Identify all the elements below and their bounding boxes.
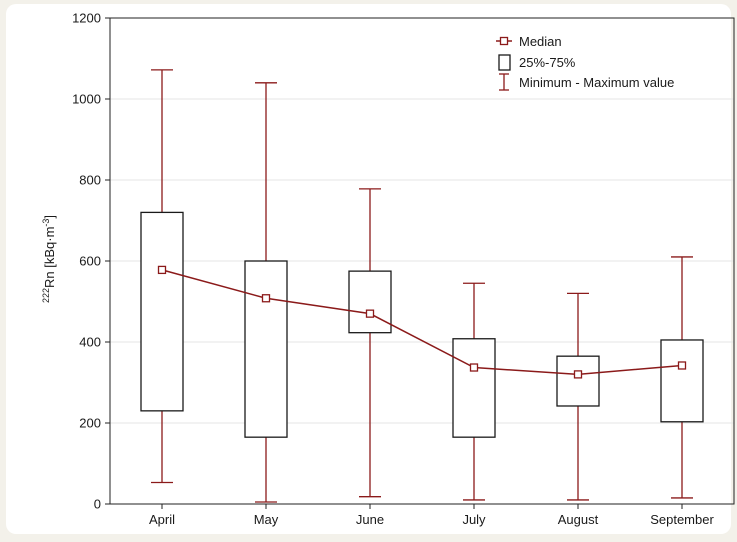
x-tick-label: September bbox=[650, 512, 714, 527]
x-tick-label: June bbox=[356, 512, 384, 527]
x-tick-label: April bbox=[149, 512, 175, 527]
x-axis: April May June July August September bbox=[149, 504, 714, 527]
y-axis: 0 200 400 600 800 1000 1200 bbox=[72, 11, 110, 512]
y-tick-label: 0 bbox=[94, 497, 101, 512]
median-marker bbox=[677, 361, 687, 370]
y-tick-label: 600 bbox=[79, 254, 101, 269]
iqr-box bbox=[348, 270, 392, 334]
median-marker bbox=[261, 294, 271, 303]
legend-median-label: Median bbox=[519, 34, 562, 49]
x-tick-label: August bbox=[558, 512, 599, 527]
median-marker bbox=[157, 265, 167, 275]
x-tick-label: July bbox=[462, 512, 486, 527]
y-tick-label: 1200 bbox=[72, 11, 101, 26]
y-axis-label: 222Rn [kBq·m-3] bbox=[41, 215, 57, 303]
iqr-box bbox=[452, 338, 496, 438]
legend-box: 25%-75% bbox=[498, 54, 576, 71]
legend: Median 25%-75% Minimum - Maximum value bbox=[496, 34, 674, 91]
iqr-box bbox=[140, 211, 184, 412]
y-tick-label: 1000 bbox=[72, 92, 101, 107]
iqr-box bbox=[556, 355, 600, 407]
chart-card: 0 200 400 600 800 1000 1200 April May June July Au… bbox=[6, 4, 735, 534]
median-marker bbox=[469, 363, 479, 372]
whiskers bbox=[151, 69, 693, 503]
gridlines bbox=[110, 98, 734, 424]
boxplot-chart: 0 200 400 600 800 1000 1200 April May June July Au… bbox=[41, 11, 735, 527]
y-tick-label: 400 bbox=[79, 335, 101, 350]
median-marker bbox=[573, 370, 583, 379]
legend-whisker-label: Minimum - Maximum value bbox=[519, 75, 674, 90]
boxes bbox=[140, 211, 704, 438]
median-marker bbox=[365, 309, 375, 318]
iqr-box bbox=[660, 339, 704, 423]
y-tick-label: 200 bbox=[79, 416, 101, 431]
legend-box-label: 25%-75% bbox=[519, 55, 576, 70]
legend-median: Median bbox=[496, 34, 562, 49]
median-markers bbox=[157, 265, 687, 379]
legend-whisker: Minimum - Maximum value bbox=[499, 73, 674, 91]
iqr-box bbox=[244, 260, 288, 438]
x-tick-label: May bbox=[254, 512, 279, 527]
y-tick-label: 800 bbox=[79, 173, 101, 188]
median-line bbox=[161, 269, 683, 376]
